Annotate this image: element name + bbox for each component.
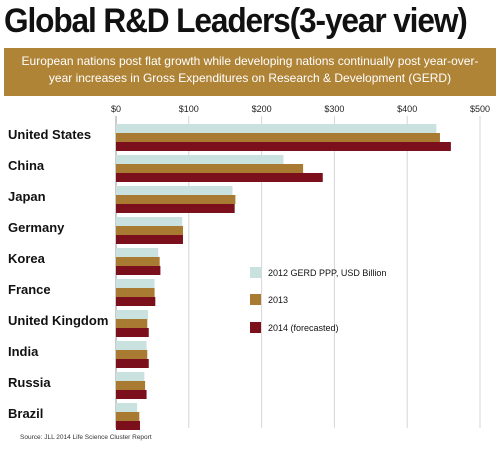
bar <box>116 390 147 399</box>
legend-label: 2014 (forecasted) <box>268 323 339 333</box>
category-label: Germany <box>8 220 65 235</box>
bar <box>116 297 156 306</box>
legend-swatch <box>250 267 261 278</box>
bar <box>116 341 147 350</box>
bar <box>116 381 146 390</box>
legend-swatch <box>250 294 261 305</box>
category-label: India <box>8 344 39 359</box>
bar <box>116 186 233 195</box>
bar <box>116 412 140 421</box>
bar <box>116 217 183 226</box>
category-label: Japan <box>8 189 46 204</box>
x-tick-label: $200 <box>252 104 272 114</box>
x-tick-label: $500 <box>470 104 490 114</box>
bar <box>116 124 437 133</box>
legend-label: 2012 GERD PPP, USD Billion <box>268 268 386 278</box>
bar <box>116 248 159 257</box>
bar <box>116 372 145 381</box>
bar <box>116 142 451 151</box>
bar <box>116 310 149 319</box>
category-label: Korea <box>8 251 46 266</box>
bar <box>116 319 148 328</box>
category-label: United States <box>8 127 91 142</box>
bar <box>116 266 161 275</box>
legend-swatch <box>250 322 261 333</box>
category-label: China <box>8 158 45 173</box>
category-label: Russia <box>8 375 51 390</box>
chart-subtitle: European nations post flat growth while … <box>21 54 479 85</box>
bar <box>116 257 160 266</box>
bar <box>116 403 138 412</box>
x-tick-label: $100 <box>179 104 199 114</box>
bar <box>116 421 141 430</box>
legend-label: 2013 <box>268 295 288 305</box>
bar <box>116 359 149 368</box>
bar <box>116 288 155 297</box>
bar <box>116 195 236 204</box>
bar <box>116 328 149 337</box>
subtitle-banner: European nations post flat growth while … <box>4 48 496 96</box>
bar <box>116 350 148 359</box>
bar <box>116 173 323 182</box>
category-label: Brazil <box>8 406 43 421</box>
bar <box>116 235 183 244</box>
bar <box>116 164 304 173</box>
x-tick-label: $400 <box>397 104 417 114</box>
bar <box>116 133 440 142</box>
x-tick-label: $0 <box>111 104 121 114</box>
chart-title: Global R&D Leaders(3-year view) <box>4 2 468 40</box>
source-note: Source: JLL 2014 Life Science Cluster Re… <box>20 434 152 441</box>
category-label: France <box>8 282 51 297</box>
x-tick-label: $300 <box>324 104 344 114</box>
bar <box>116 155 284 164</box>
bar <box>116 204 235 213</box>
bar <box>116 279 155 288</box>
category-label: United Kingdom <box>8 313 108 328</box>
bar <box>116 226 183 235</box>
